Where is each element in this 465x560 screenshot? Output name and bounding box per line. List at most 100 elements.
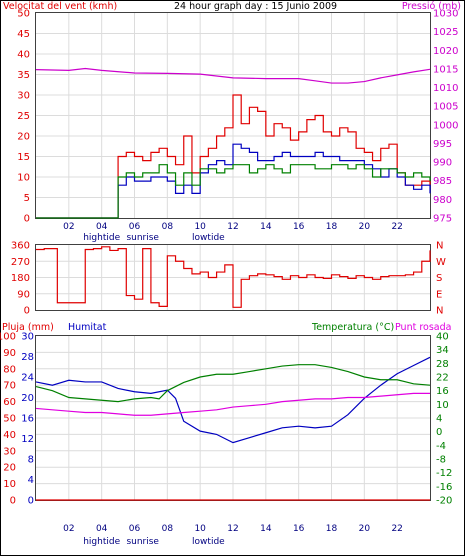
chart3-left2-tick-label: 8 bbox=[28, 455, 34, 466]
chart3-right-tick-label: 10 bbox=[436, 400, 449, 411]
chart1-x-tick-label: 10 bbox=[194, 222, 206, 232]
chart1-title: 24 hour graph day : 15 Junio 2009 bbox=[174, 1, 337, 12]
chart2-right-tick-label: S bbox=[436, 273, 442, 284]
chart2-right-tick-label: E bbox=[436, 289, 442, 300]
chart1-right-tick-label: 980 bbox=[433, 195, 452, 206]
chart1-right-tick-label: 990 bbox=[433, 158, 452, 169]
chart3-left-tick-label: 70 bbox=[3, 381, 16, 392]
chart1-right-tick-label: 1025 bbox=[433, 27, 458, 38]
chart3-left2-tick-label: 12 bbox=[21, 434, 34, 445]
chart1-left-tick-label: 10 bbox=[17, 173, 30, 184]
chart1-left-tick-label: 50 bbox=[17, 9, 30, 20]
chart3-x-tick-label: 16 bbox=[293, 524, 305, 534]
chart1-left-tick-label: 5 bbox=[24, 193, 30, 204]
chart3-left-tick-label: 80 bbox=[3, 364, 16, 375]
chart3-left-axis-label: Pluja (mm) bbox=[2, 322, 54, 333]
axis-labels: 0510152025303540455097598098599099510001… bbox=[0, 9, 458, 548]
chart1-left-tick-label: 0 bbox=[24, 214, 30, 225]
chart3-left2-tick-label: 28 bbox=[21, 352, 34, 363]
chart2-right-tick-label: W bbox=[436, 257, 446, 268]
chart1-x-tick-label: 18 bbox=[326, 222, 338, 232]
chart1-right-tick-label: 1005 bbox=[433, 102, 458, 113]
chart1-left-tick-label: 20 bbox=[17, 132, 30, 143]
chart1-left-tick-label: 15 bbox=[17, 152, 30, 163]
chart1-left-tick-label: 45 bbox=[17, 29, 30, 40]
chart1-right-tick-label: 1015 bbox=[433, 64, 458, 75]
chart2-left-tick-label: 180 bbox=[11, 273, 30, 284]
chart1-annotation: sunrise bbox=[126, 233, 159, 243]
chart3-right-tick-label: -8 bbox=[436, 455, 446, 466]
chart3-x-tick-label: 02 bbox=[63, 524, 74, 534]
chart3-left-tick-label: 20 bbox=[3, 463, 16, 474]
chart3-right-axis-label: Temperatura (°C) bbox=[311, 322, 394, 333]
chart2-left-tick-label: 270 bbox=[11, 257, 30, 268]
humidity-line bbox=[35, 356, 431, 444]
chart1-left-tick-label: 35 bbox=[17, 70, 30, 81]
chart1-right-tick-label: 995 bbox=[433, 139, 452, 150]
chart1-left-tick-label: 25 bbox=[17, 111, 30, 122]
wind-series-line-3 bbox=[36, 164, 431, 219]
chart2-left-tick-label: 360 bbox=[11, 241, 30, 252]
chart3-annotation: hightide bbox=[83, 537, 120, 547]
chart3-left2-tick-label: 30 bbox=[21, 332, 34, 343]
wind-direction-line bbox=[36, 246, 431, 308]
chart3-left-tick-label: 30 bbox=[3, 446, 16, 457]
chart3-x-tick-label: 14 bbox=[260, 524, 272, 534]
chart3-left-tick-label: 60 bbox=[3, 397, 16, 408]
chart1-right-axis-label: Pressió (mb) bbox=[402, 1, 461, 12]
chart1-right-tick-label: 1010 bbox=[433, 83, 458, 94]
chart3-left2-tick-label: 20 bbox=[21, 393, 34, 404]
chart3-right2-axis-label: Punt rosada bbox=[395, 322, 451, 333]
chart3-right-tick-label: 28 bbox=[436, 359, 449, 370]
chart2-right-tick-label: N bbox=[436, 306, 443, 317]
chart3-right-tick-label: 34 bbox=[436, 345, 449, 356]
chart3-left2-axis-label: Humitat bbox=[68, 322, 107, 333]
chart1-right-tick-label: 1020 bbox=[433, 46, 458, 57]
chart3-right-tick-label: 40 bbox=[436, 332, 449, 343]
chart1-right-tick-label: 1000 bbox=[433, 120, 458, 131]
chart1-right-tick-label: 975 bbox=[433, 214, 452, 225]
dew-point-line bbox=[35, 392, 430, 416]
chart3-left-tick-label: 100 bbox=[0, 332, 16, 343]
chart3-left-tick-label: 10 bbox=[3, 479, 16, 490]
chart3-right-tick-label: 0 bbox=[436, 427, 442, 438]
chart3-left-tick-label: 90 bbox=[3, 348, 16, 359]
chart3-left-tick-label: 40 bbox=[3, 430, 16, 441]
chart3-left2-tick-label: 4 bbox=[28, 475, 34, 486]
chart1-x-tick-label: 04 bbox=[96, 222, 108, 232]
pressure-line bbox=[35, 67, 431, 84]
chart1-left-axis-label: Velocitat del vent (kmh) bbox=[3, 1, 117, 12]
chart3-left-tick-label: 50 bbox=[3, 414, 16, 425]
chart3-right-tick-label: -16 bbox=[436, 482, 452, 493]
chart3-x-tick-label: 12 bbox=[227, 524, 238, 534]
temperature-line bbox=[35, 364, 431, 403]
chart3-annotation: lowtide bbox=[192, 537, 225, 547]
chart1-x-tick-label: 16 bbox=[293, 222, 305, 232]
wind-series-line-1 bbox=[36, 94, 431, 219]
chart1-right-tick-label: 985 bbox=[433, 176, 452, 187]
chart3-right-tick-label: 22 bbox=[436, 373, 449, 384]
wind-series-line-2 bbox=[36, 143, 431, 219]
chart3-left2-tick-label: 16 bbox=[21, 414, 34, 425]
chart2-left-tick-label: 0 bbox=[24, 306, 30, 317]
chart3-left2-tick-label: 24 bbox=[21, 373, 34, 384]
chart3-right-tick-label: -20 bbox=[436, 496, 452, 507]
chart3-x-tick-label: 04 bbox=[96, 524, 108, 534]
chart3-left-tick-label: 0 bbox=[10, 496, 16, 507]
chart2-right-tick-label: N bbox=[436, 241, 443, 252]
chart-marks bbox=[35, 67, 431, 501]
chart2-left-tick-label: 90 bbox=[17, 289, 30, 300]
chart3-x-tick-label: 20 bbox=[359, 524, 371, 534]
chart1-right-tick-label: 1030 bbox=[433, 9, 458, 20]
chart3-x-tick-label: 10 bbox=[194, 524, 206, 534]
chart1-x-tick-label: 12 bbox=[227, 222, 238, 232]
chart1-annotation: hightide bbox=[83, 233, 120, 243]
chart3-right-tick-label: -4 bbox=[436, 441, 446, 452]
chart3-right-tick-label: 16 bbox=[436, 386, 449, 397]
chart1-x-tick-label: 20 bbox=[359, 222, 371, 232]
chart3-x-tick-label: 22 bbox=[391, 524, 402, 534]
chart3-left2-tick-label: 0 bbox=[28, 496, 34, 507]
chart3-annotation: sunrise bbox=[126, 537, 159, 547]
